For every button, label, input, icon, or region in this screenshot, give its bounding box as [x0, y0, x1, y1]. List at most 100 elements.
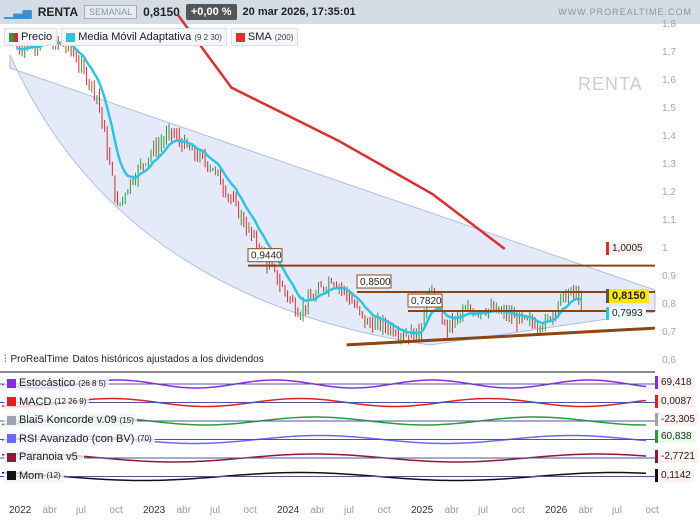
indicator-name: RSI Avanzado (con BV) [19, 432, 135, 445]
last-price: 0,8150 [143, 5, 180, 19]
price-swatch-icon [9, 32, 18, 42]
indicator-name: Paranoia v5 [19, 451, 78, 463]
y-tick: 1,1 [662, 215, 676, 226]
legend-label: Media Móvil Adaptativa [78, 31, 192, 43]
indicator-params: (70) [137, 434, 152, 443]
legend-label: SMA [247, 31, 272, 43]
support-trendline [346, 326, 655, 347]
y-tick: 0,7 [662, 327, 676, 338]
indicator-swatch-icon [7, 434, 16, 443]
candles-icon: ⫶ [4, 354, 7, 365]
x-tick: oct [645, 505, 659, 516]
indicator-line [1, 453, 647, 463]
level-label: 0,8500 [360, 277, 391, 288]
level-label-box [407, 293, 443, 308]
indicator-label[interactable]: RSI Avanzado (con BV) (70) [4, 431, 155, 446]
ama-value-tag: 0,7993 [606, 307, 646, 320]
indicator-name: Blai5 Koncorde v.09 [19, 414, 117, 426]
indicator-label[interactable]: Mom (12) [4, 468, 64, 483]
indicator-label[interactable]: Estocástico (26 8 5) [4, 376, 109, 390]
ama-swatch-icon [66, 32, 76, 42]
y-tick: 1,3 [662, 159, 676, 170]
level-label: 0,7820 [411, 296, 442, 307]
top-bar: ▁▃▅ RENTA SEMANAL 0,8150 +0,00 % 20 mar … [0, 0, 700, 24]
legend-sma[interactable]: SMA (200) [230, 28, 299, 46]
x-tick: abr [176, 505, 191, 516]
indicator-params: (15) [119, 415, 134, 425]
legend-params: (9 2 30) [194, 32, 222, 42]
legend-label: Precio [21, 31, 53, 43]
level-label-box [247, 248, 283, 263]
x-tick: 2023 [143, 505, 166, 516]
y-tick: 0,8 [662, 299, 676, 310]
indicator-label[interactable]: Blai5 Koncorde v.09 (15) [4, 413, 137, 427]
indicator-params: (12 26 9) [54, 397, 87, 406]
level-label-box [356, 274, 392, 289]
legend-ama[interactable]: Media Móvil Adaptativa (9 2 30) [61, 28, 227, 46]
y-tick: 1,2 [662, 187, 676, 198]
sma-value-tag: 1,0005 [606, 242, 646, 255]
ama-line [16, 40, 582, 335]
y-tick: 1,7 [662, 47, 676, 58]
indicator-label[interactable]: MACD (12 26 9) [4, 394, 90, 409]
y-tick: 1,6 [662, 75, 676, 86]
legend: Precio Media Móvil Adaptativa (9 2 30) SM… [4, 28, 299, 46]
timeframe-button[interactable]: SEMANAL [84, 5, 138, 19]
x-tick: jul [210, 505, 221, 516]
x-tick: jul [76, 505, 87, 516]
indicator-line [1, 379, 647, 389]
indicator-swatch-icon [7, 471, 16, 480]
indicator-swatch-icon [7, 378, 16, 388]
indicator-swatch-icon [7, 397, 16, 406]
indicator-swatch-icon [7, 452, 16, 462]
indicator-params: (26 8 5) [78, 378, 106, 388]
source-note: ⫶ ProRealTime Datos históricos ajustados… [4, 354, 264, 365]
x-tick: abr [578, 505, 593, 516]
indicator-name: Estocástico [19, 377, 76, 389]
indicator-swatch-icon [7, 415, 16, 425]
x-tick: oct [243, 505, 257, 516]
price-value-tag: 0,8150 [606, 289, 649, 303]
source-text: Datos históricos ajustados a los dividen… [72, 354, 264, 365]
y-tick: 0,9 [662, 271, 676, 282]
x-tick: jul [612, 505, 623, 516]
sma-line [176, 14, 506, 250]
indicator-value-2: 60,838 [655, 430, 695, 443]
indicator-name: Mom [19, 469, 44, 482]
legend-price[interactable]: Precio [4, 28, 58, 46]
indicator-name: MACD [19, 395, 52, 408]
indicator-label[interactable]: Paranoia v5 [4, 450, 84, 464]
indicator-value: -2,7721 [655, 450, 698, 463]
x-tick: abr [310, 505, 325, 516]
datetime: 20 mar 2026, 17:35:01 [242, 6, 356, 18]
x-tick: oct [377, 505, 391, 516]
sma-swatch-icon [235, 32, 245, 42]
y-tick: 1 [662, 243, 668, 254]
symbol[interactable]: RENTA [37, 5, 79, 19]
x-tick: oct [511, 505, 525, 516]
change-badge: +0,00 % [185, 4, 237, 20]
x-tick: abr [42, 505, 57, 516]
x-tick: oct [109, 505, 123, 516]
chart-logo-icon: ▁▃▅ [4, 5, 32, 19]
source-brand: ProRealTime [10, 354, 69, 365]
x-tick: abr [444, 505, 459, 516]
y-tick: 1,8 [662, 19, 676, 30]
x-tick: jul [344, 505, 355, 516]
y-tick: 1,5 [662, 103, 676, 114]
indicator-value: 0,1142 [655, 468, 694, 482]
indicator-value: 0,0087 [655, 394, 695, 408]
indicator-params: (12) [46, 471, 61, 480]
x-tick: 2026 [545, 505, 568, 516]
y-tick: 0,6 [662, 355, 676, 366]
watermark: RENTA [578, 74, 643, 94]
indicator-value: -23,305 [655, 413, 698, 426]
x-tick: 2024 [277, 505, 300, 516]
x-tick: 2025 [411, 505, 434, 516]
level-label: 0,9440 [251, 251, 282, 262]
x-tick: 2022 [9, 505, 32, 516]
indicator-value: 69,418 [655, 376, 695, 389]
y-tick: 1,4 [662, 131, 676, 142]
brand: WWW.PROREALTIME.COM [558, 7, 692, 17]
